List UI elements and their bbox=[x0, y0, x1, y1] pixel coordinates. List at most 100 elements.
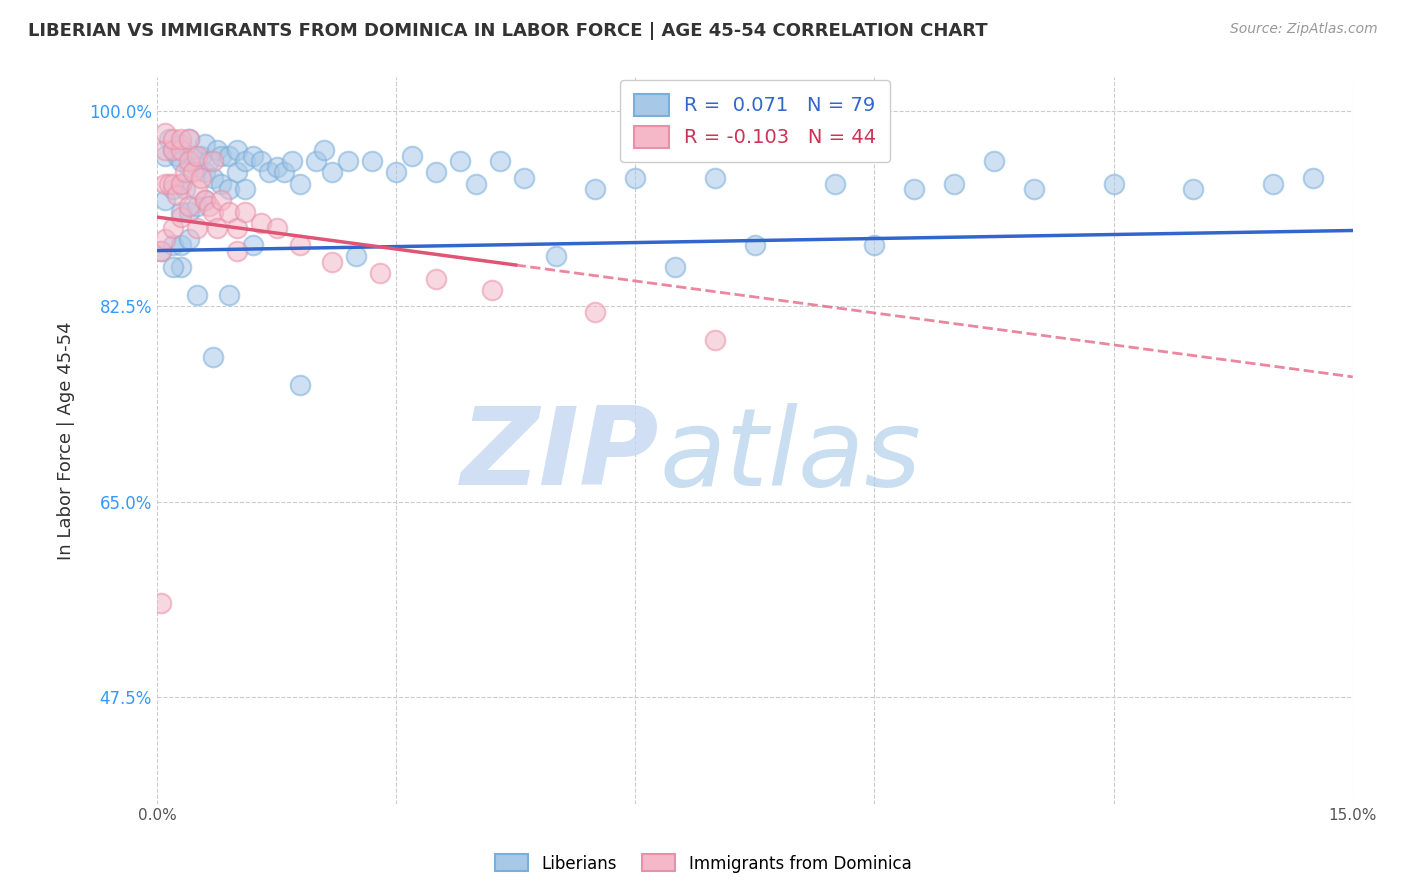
Point bbox=[344, 249, 367, 263]
Point bbox=[337, 154, 360, 169]
Point bbox=[177, 204, 200, 219]
Point bbox=[290, 238, 312, 252]
Point bbox=[290, 377, 312, 392]
Point bbox=[512, 171, 534, 186]
Point bbox=[162, 238, 184, 252]
Point bbox=[186, 148, 208, 162]
Point bbox=[153, 148, 176, 162]
Point bbox=[170, 210, 193, 224]
Point bbox=[177, 154, 200, 169]
Point bbox=[273, 165, 295, 179]
Point bbox=[194, 137, 217, 152]
Point bbox=[190, 148, 212, 162]
Point bbox=[266, 160, 288, 174]
Point bbox=[704, 333, 727, 347]
Point bbox=[368, 266, 391, 280]
Point bbox=[186, 221, 208, 235]
Point bbox=[153, 143, 176, 157]
Point bbox=[162, 132, 184, 146]
Point bbox=[177, 132, 200, 146]
Point bbox=[157, 177, 180, 191]
Point bbox=[943, 177, 966, 191]
Legend: R =  0.071   N = 79, R = -0.103   N = 44: R = 0.071 N = 79, R = -0.103 N = 44 bbox=[620, 80, 890, 161]
Point bbox=[153, 126, 176, 140]
Point bbox=[464, 177, 486, 191]
Point bbox=[205, 221, 228, 235]
Point bbox=[157, 132, 180, 146]
Point bbox=[242, 238, 264, 252]
Point bbox=[744, 238, 766, 252]
Point bbox=[1302, 171, 1324, 186]
Text: atlas: atlas bbox=[659, 402, 921, 508]
Point bbox=[225, 165, 247, 179]
Point bbox=[170, 204, 193, 219]
Point bbox=[321, 165, 343, 179]
Point bbox=[321, 254, 343, 268]
Point bbox=[162, 182, 184, 196]
Point bbox=[153, 194, 176, 208]
Point bbox=[166, 187, 188, 202]
Point bbox=[162, 221, 184, 235]
Point bbox=[583, 182, 606, 196]
Point bbox=[162, 143, 184, 157]
Point bbox=[170, 154, 193, 169]
Point bbox=[197, 199, 219, 213]
Point bbox=[170, 132, 193, 146]
Point bbox=[1261, 177, 1284, 191]
Point bbox=[181, 165, 204, 179]
Point bbox=[704, 171, 727, 186]
Point bbox=[218, 204, 240, 219]
Point bbox=[233, 154, 256, 169]
Point bbox=[166, 148, 188, 162]
Point bbox=[170, 177, 193, 191]
Point bbox=[186, 199, 208, 213]
Point bbox=[170, 143, 193, 157]
Point bbox=[170, 137, 193, 152]
Point bbox=[149, 244, 172, 258]
Point bbox=[664, 260, 686, 275]
Point bbox=[149, 244, 172, 258]
Point bbox=[162, 143, 184, 157]
Point bbox=[201, 154, 224, 169]
Point bbox=[209, 194, 232, 208]
Point bbox=[425, 165, 447, 179]
Point bbox=[173, 165, 195, 179]
Point bbox=[201, 204, 224, 219]
Point bbox=[233, 182, 256, 196]
Point bbox=[449, 154, 471, 169]
Point bbox=[201, 171, 224, 186]
Point bbox=[197, 154, 219, 169]
Point bbox=[385, 165, 408, 179]
Point bbox=[624, 171, 647, 186]
Y-axis label: In Labor Force | Age 45-54: In Labor Force | Age 45-54 bbox=[58, 321, 75, 560]
Point bbox=[209, 148, 232, 162]
Point bbox=[177, 199, 200, 213]
Point bbox=[149, 595, 172, 609]
Point bbox=[186, 288, 208, 302]
Point bbox=[281, 154, 304, 169]
Point bbox=[225, 143, 247, 157]
Point bbox=[170, 260, 193, 275]
Point bbox=[249, 154, 271, 169]
Point bbox=[824, 177, 846, 191]
Point bbox=[181, 148, 204, 162]
Point bbox=[205, 143, 228, 157]
Point bbox=[1182, 182, 1205, 196]
Point bbox=[170, 177, 193, 191]
Point bbox=[153, 232, 176, 246]
Point bbox=[173, 182, 195, 196]
Point bbox=[162, 260, 184, 275]
Legend: Liberians, Immigrants from Dominica: Liberians, Immigrants from Dominica bbox=[488, 847, 918, 880]
Point bbox=[194, 165, 217, 179]
Point bbox=[583, 305, 606, 319]
Point bbox=[201, 350, 224, 364]
Text: ZIP: ZIP bbox=[461, 402, 659, 508]
Point bbox=[177, 232, 200, 246]
Point bbox=[225, 221, 247, 235]
Point bbox=[218, 288, 240, 302]
Text: Source: ZipAtlas.com: Source: ZipAtlas.com bbox=[1230, 22, 1378, 37]
Point bbox=[162, 177, 184, 191]
Point bbox=[242, 148, 264, 162]
Point bbox=[218, 182, 240, 196]
Point bbox=[249, 216, 271, 230]
